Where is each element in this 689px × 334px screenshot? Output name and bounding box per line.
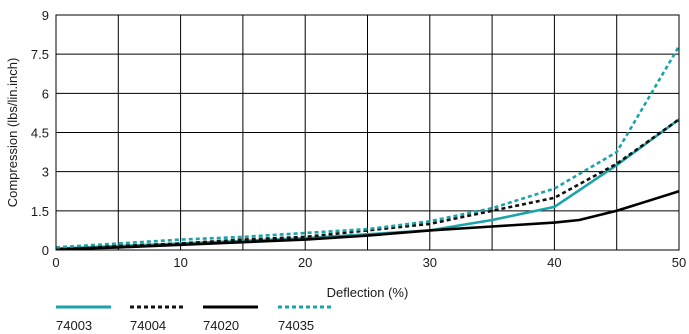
y-tick-label: 7.5 [31, 47, 49, 62]
legend-label-74020: 74020 [203, 318, 239, 333]
x-tick-label: 40 [547, 255, 561, 270]
y-tick-label: 0 [42, 243, 49, 258]
legend-label-74035: 74035 [278, 318, 314, 333]
x-tick-labels: 0 10 20 30 40 50 [52, 255, 686, 270]
y-tick-label: 3 [42, 165, 49, 180]
y-tick-label: 1.5 [31, 204, 49, 219]
y-tick-label: 9 [42, 8, 49, 23]
series-line-74004 [55, 118, 680, 250]
series-lines [55, 45, 681, 251]
legend-label-74003: 74003 [56, 318, 92, 333]
grid [55, 14, 680, 251]
legend-label-74004: 74004 [130, 318, 166, 333]
x-tick-label: 10 [173, 255, 187, 270]
x-axis-label: Deflection (%) [327, 285, 409, 300]
x-tick-label: 0 [52, 255, 59, 270]
x-tick-label: 20 [298, 255, 312, 270]
x-tick-label: 50 [672, 255, 686, 270]
series-line-74035 [55, 45, 681, 249]
y-axis-label: Compression (lbs/lin.inch) [5, 58, 20, 208]
x-tick-label: 30 [423, 255, 437, 270]
series-line-74020 [55, 190, 680, 251]
y-tick-label: 6 [42, 86, 49, 101]
plot-frame [55, 14, 680, 251]
y-tick-label: 4.5 [31, 126, 49, 141]
y-tick-labels: 0 1.5 3 4.5 6 7.5 9 [31, 8, 49, 258]
legend: 74003 74004 74020 74035 [56, 305, 333, 333]
